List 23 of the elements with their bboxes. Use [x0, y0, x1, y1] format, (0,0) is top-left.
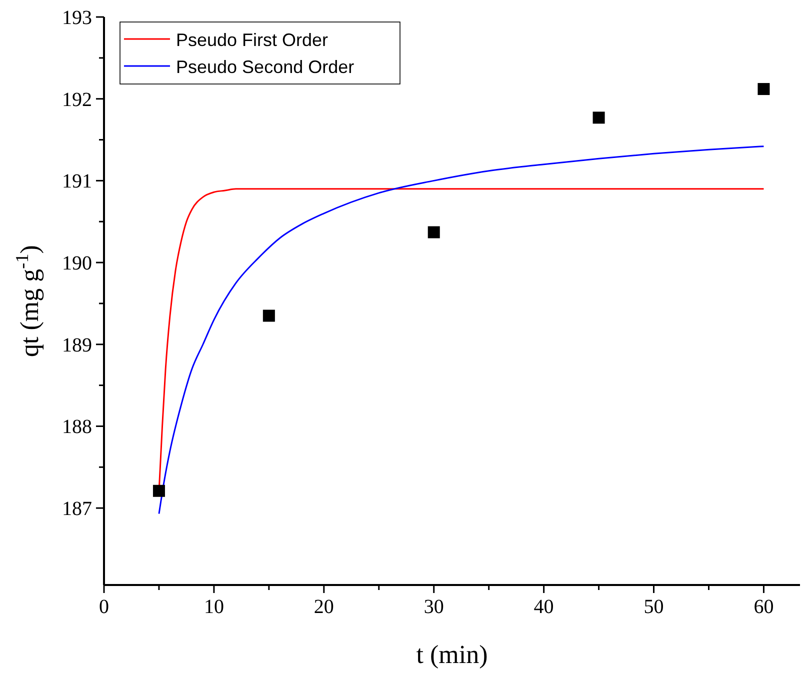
x-tick-label: 60: [754, 596, 774, 618]
legend-label: Pseudo Second Order: [176, 57, 354, 77]
point: [152, 484, 165, 497]
x-tick-label: 40: [534, 596, 554, 618]
x-tick-label: 50: [644, 596, 664, 618]
y-tick-label: 190: [62, 252, 92, 275]
line-series: [158, 146, 764, 515]
point: [592, 112, 605, 124]
y-tick-label: 189: [62, 334, 92, 356]
point: [428, 226, 440, 238]
y-tick-label: 188: [62, 416, 92, 438]
x-tick-label: 30: [424, 596, 444, 618]
x-tick-label: 10: [204, 596, 224, 618]
point: [262, 310, 275, 322]
point: [758, 83, 770, 96]
legend-label: Pseudo First Order: [176, 30, 328, 50]
y-tick-label: 191: [62, 170, 92, 193]
y-tick-label: 193: [62, 7, 92, 29]
x-axis-title: t (min): [416, 640, 488, 669]
y-tick-label: 192: [62, 88, 92, 111]
x-tick-label: 0: [99, 596, 109, 618]
y-tick-label: 187: [62, 498, 92, 520]
x-tick-label: 20: [314, 596, 334, 618]
